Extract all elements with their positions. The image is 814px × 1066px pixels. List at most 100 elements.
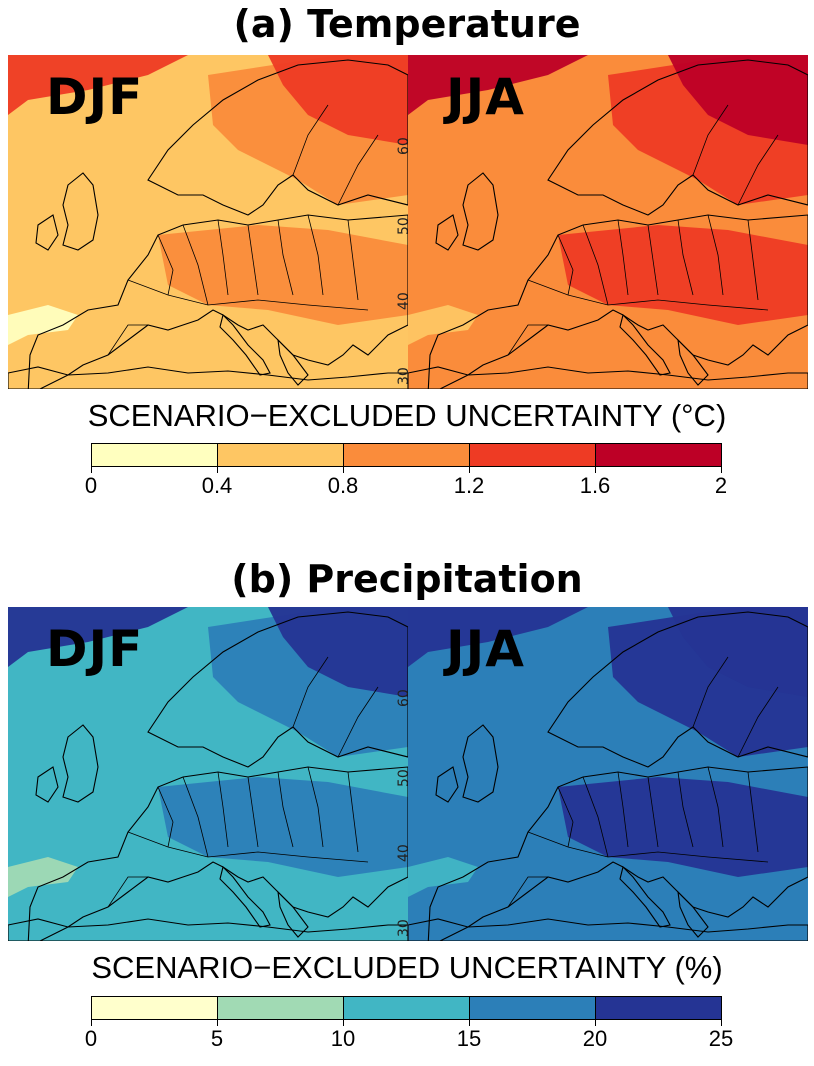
uncertainty-zone — [668, 607, 808, 697]
uncertainty-zone — [8, 607, 188, 667]
coastline — [677, 890, 709, 938]
country-border — [277, 219, 294, 296]
colorbar-tick — [721, 467, 722, 473]
country-border — [617, 771, 629, 848]
coastline — [547, 59, 808, 216]
coastline — [677, 338, 709, 386]
country-border — [277, 771, 294, 848]
country-border — [217, 771, 229, 848]
uncertainty-zone — [558, 777, 808, 877]
map-canvas — [408, 55, 808, 389]
country-border — [157, 786, 174, 848]
uncertainty-zone — [158, 225, 408, 325]
coastline — [435, 214, 459, 251]
country-border — [307, 766, 324, 848]
lat-label-40: 40 — [396, 844, 408, 862]
coastline — [408, 366, 808, 389]
colorbar-segment — [596, 997, 721, 1019]
country-border — [582, 224, 609, 306]
coastline — [35, 766, 59, 803]
colorbar-tick — [721, 1020, 722, 1026]
lat-label-60: 60 — [396, 689, 408, 707]
country-border — [527, 279, 769, 311]
country-border — [557, 234, 574, 296]
coastline — [8, 918, 408, 941]
country-border — [307, 214, 324, 296]
lat-label-50: 50 — [396, 769, 408, 787]
colorbar-segment — [470, 444, 596, 466]
colorbar-tick-label: 0.8 — [327, 473, 359, 498]
precipitation-colorbar — [91, 996, 722, 1020]
country-border — [157, 234, 174, 296]
coastline — [427, 214, 808, 389]
lat-label-30: 30 — [396, 919, 408, 937]
country-border — [247, 776, 259, 848]
country-border — [747, 219, 759, 301]
colorbar-segment — [218, 444, 344, 466]
uncertainty-zone — [268, 55, 408, 145]
country-border — [347, 219, 359, 301]
country-border — [527, 831, 769, 863]
map-canvas — [8, 607, 408, 941]
coastline — [147, 59, 408, 216]
uncertainty-zone — [8, 55, 188, 115]
colorbar-tick-label: 1.6 — [579, 473, 611, 498]
country-border — [107, 876, 148, 908]
precipitation-djf-map: DJF 60 50 40 30 — [8, 607, 408, 941]
coastline — [462, 724, 499, 803]
colorbar-segment — [218, 997, 344, 1019]
season-label: JJA — [446, 68, 525, 126]
coastline — [277, 890, 309, 938]
colorbar-segment — [596, 444, 721, 466]
colorbar-tick — [91, 467, 92, 473]
uncertainty-zone — [408, 857, 478, 897]
country-border — [737, 134, 779, 206]
country-border — [337, 134, 379, 206]
colorbar-tick-label: 0 — [84, 1026, 98, 1051]
country-border — [292, 104, 329, 176]
colorbar-tick — [217, 1020, 218, 1026]
uncertainty-zone — [408, 305, 478, 345]
country-border — [182, 224, 209, 306]
colorbar-segment — [344, 444, 470, 466]
colorbar-segment — [92, 997, 218, 1019]
colorbar-tick — [217, 467, 218, 473]
colorbar-tick-label: 2 — [714, 473, 728, 498]
coastline — [62, 172, 99, 251]
country-border — [737, 686, 779, 758]
country-border — [292, 656, 329, 728]
map-canvas — [8, 55, 408, 389]
colorbar-tick-label: 0 — [84, 473, 98, 498]
panel-b-title: (b) Precipitation — [231, 557, 583, 601]
colorbar-tick — [469, 1020, 470, 1026]
coastline — [408, 918, 808, 941]
colorbar-tick-label: 20 — [582, 1026, 608, 1051]
country-border — [692, 656, 729, 728]
coastline — [277, 338, 309, 386]
uncertainty-zone — [158, 777, 408, 877]
country-border — [647, 776, 659, 848]
country-border — [582, 776, 609, 858]
coastline — [35, 214, 59, 251]
colorbar-segment — [344, 997, 470, 1019]
colorbar-tick — [469, 467, 470, 473]
panel-a-title: (a) Temperature — [233, 2, 581, 46]
coastline — [147, 611, 408, 768]
colorbar-tick-label: 10 — [330, 1026, 356, 1051]
uncertainty-zone — [8, 857, 78, 897]
country-border — [507, 324, 548, 356]
country-border — [127, 279, 369, 311]
coastline — [8, 366, 408, 389]
season-label: DJF — [46, 620, 144, 678]
country-border — [747, 771, 759, 853]
colorbar-tick-label: 25 — [708, 1026, 734, 1051]
country-border — [217, 219, 229, 296]
uncertainty-zone — [268, 607, 408, 697]
country-border — [347, 771, 359, 853]
season-label: DJF — [46, 68, 144, 126]
coastline — [619, 313, 671, 376]
country-border — [647, 224, 659, 296]
temperature-djf-map: DJF 60 50 40 30 — [8, 55, 408, 389]
country-border — [557, 786, 574, 848]
coastline — [619, 865, 671, 928]
